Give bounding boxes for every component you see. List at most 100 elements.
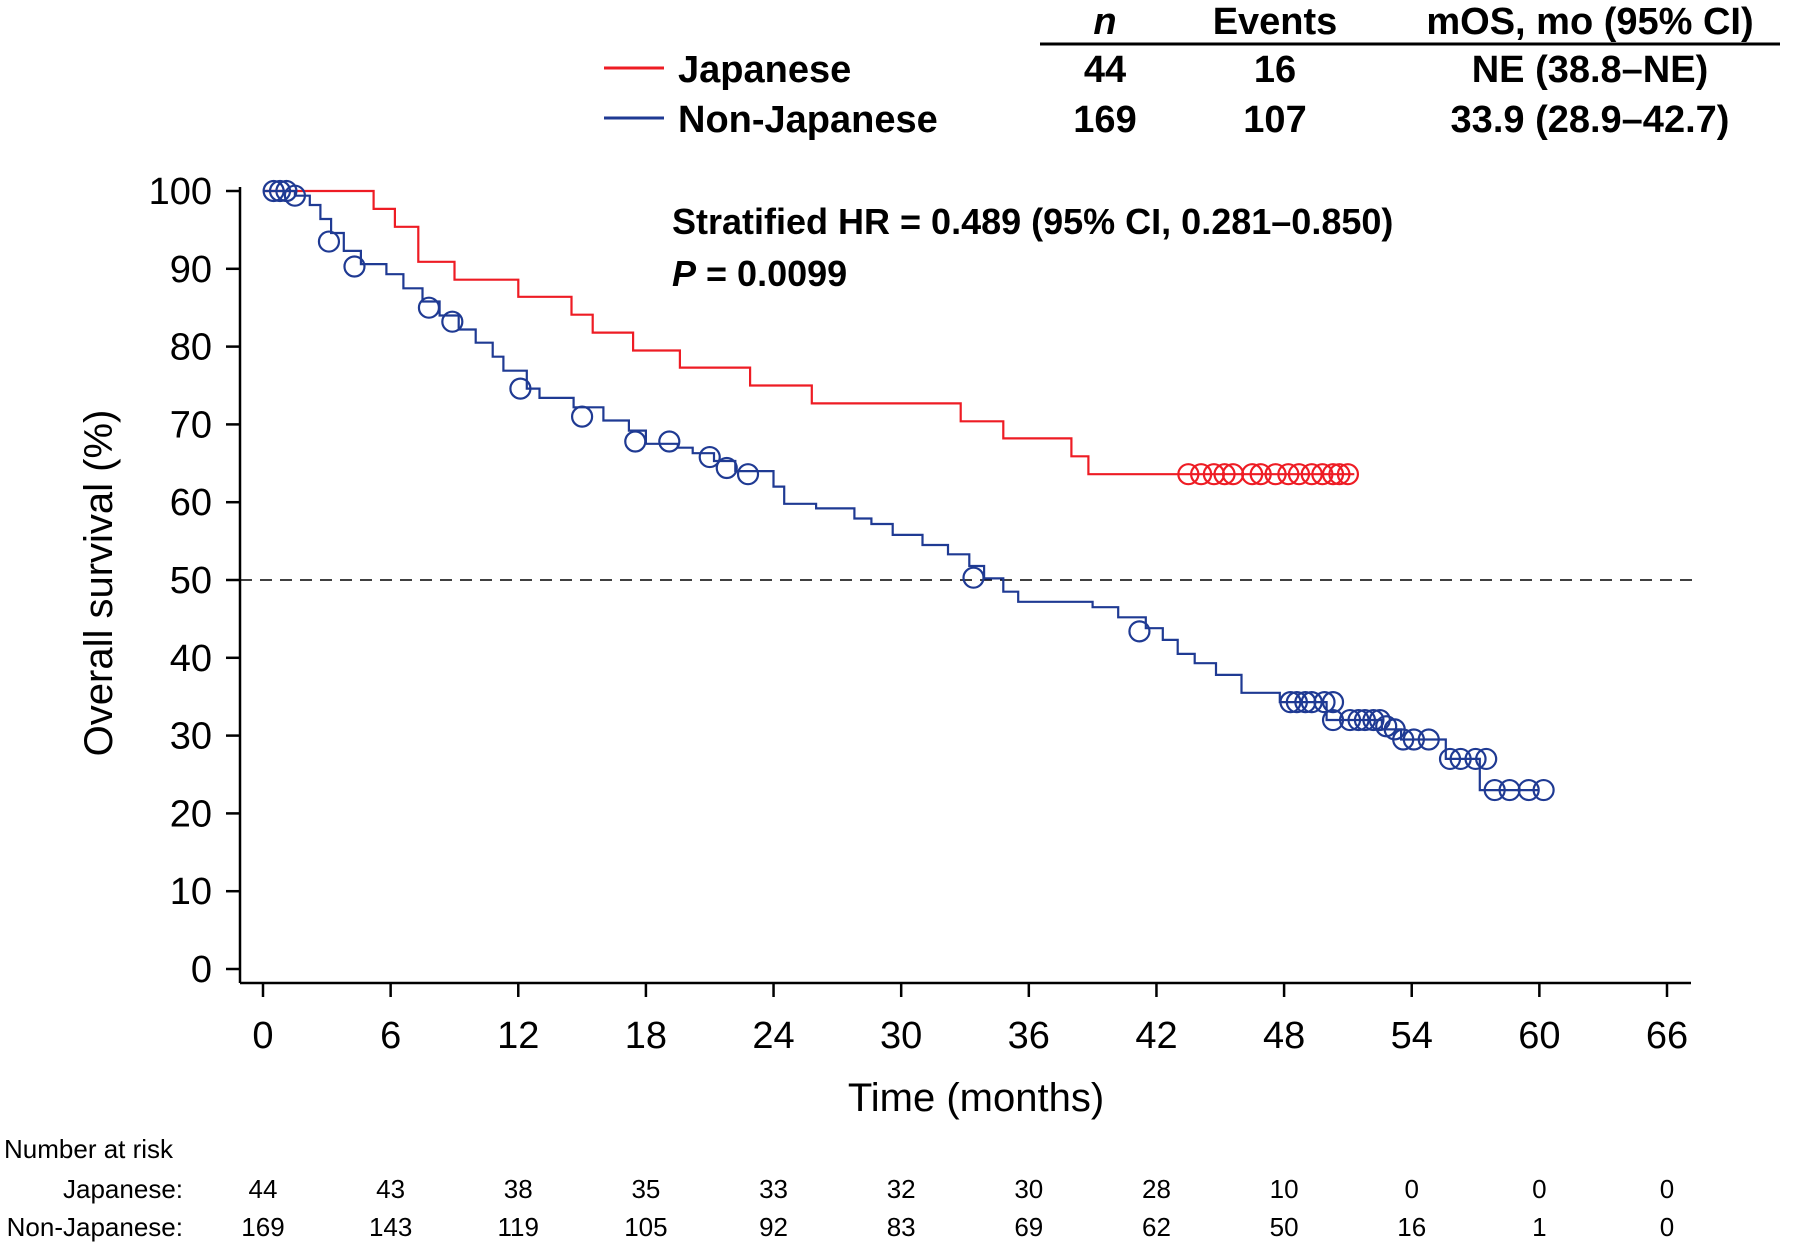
risk-row-label: Non-Japanese:	[7, 1212, 183, 1242]
censor-mark-non-japanese	[962, 566, 985, 589]
censor-mark-non-japanese	[317, 230, 341, 253]
japanese-mos: NE (38.8–NE)	[1472, 49, 1709, 91]
header-events: Events	[1213, 1, 1338, 43]
legend-label-japanese: Japanese	[678, 49, 851, 91]
risk-value: 30	[1014, 1174, 1043, 1204]
censor-mark-non-japanese	[1285, 691, 1308, 714]
x-tick-label: 36	[1008, 1015, 1050, 1057]
risk-value: 119	[498, 1212, 539, 1242]
censor-mark-japanese	[1311, 463, 1334, 486]
risk-row-label: Japanese:	[63, 1174, 183, 1204]
x-tick-label: 0	[252, 1015, 273, 1057]
x-tick-label: 66	[1646, 1015, 1688, 1057]
x-tick-label: 48	[1263, 1015, 1305, 1057]
x-tick-label: 12	[497, 1015, 539, 1057]
non-japanese-mos: 33.9 (28.9–42.7)	[1451, 99, 1730, 141]
legend-label-non-japanese: Non-Japanese	[678, 99, 938, 141]
censor-mark-non-japanese	[1517, 778, 1540, 802]
censor-mark-non-japanese	[624, 430, 647, 453]
risk-value: 69	[1014, 1212, 1043, 1242]
risk-value: 169	[241, 1212, 284, 1242]
risk-value: 33	[759, 1174, 788, 1204]
censor-mark-japanese	[1177, 463, 1200, 486]
censor-mark-non-japanese	[1300, 691, 1323, 714]
risk-value: 62	[1142, 1212, 1171, 1242]
censor-mark-japanese	[1287, 463, 1311, 486]
censor-mark-japanese	[1300, 463, 1323, 486]
risk-value: 50	[1270, 1212, 1299, 1242]
censor-mark-non-japanese	[1353, 708, 1377, 732]
censor-mark-non-japanese	[698, 445, 721, 469]
risk-value: 44	[249, 1174, 278, 1204]
x-axis-ticks: 0 6 12 18 24 30 36 42 48 54 60 66	[252, 983, 1688, 1057]
censor-mark-japanese	[1190, 463, 1213, 486]
risk-value: 35	[631, 1174, 660, 1204]
censor-mark-non-japanese	[343, 255, 366, 278]
y-axis-ticks: 0 10 20 30 40 50 60 70 80 90 100	[149, 171, 240, 991]
censor-mark-japanese	[1249, 463, 1272, 486]
x-tick-label: 24	[752, 1015, 794, 1057]
censor-mark-non-japanese	[1483, 778, 1506, 802]
censor-mark-japanese	[1336, 463, 1360, 486]
risk-value: 105	[624, 1212, 667, 1242]
censor-mark-japanese	[1328, 463, 1351, 486]
censor-mark-japanese	[1277, 463, 1300, 486]
censor-mark-non-japanese	[1321, 708, 1345, 732]
y-tick-label: 90	[170, 249, 212, 291]
censor-mark-non-japanese	[1347, 708, 1370, 732]
y-tick-label: 80	[170, 327, 212, 369]
x-tick-label: 30	[880, 1015, 922, 1057]
censor-mark-non-japanese	[1464, 747, 1487, 771]
risk-value: 1	[1532, 1212, 1546, 1242]
censor-mark-non-japanese	[1449, 747, 1472, 771]
censor-mark-non-japanese	[1402, 728, 1425, 751]
censor-mark-non-japanese	[658, 430, 681, 453]
curve-japanese	[263, 189, 1355, 476]
censor-mark-japanese	[1321, 463, 1345, 486]
x-axis-title: Time (months)	[848, 1076, 1104, 1120]
y-tick-label: 60	[170, 482, 212, 524]
risk-value: 92	[759, 1212, 788, 1242]
x-tick-label: 54	[1391, 1015, 1433, 1057]
censor-mark-non-japanese	[268, 179, 292, 203]
risk-value: 83	[887, 1212, 916, 1242]
summary-table: n Events mOS, mo (95% CI) Japanese 44 16…	[604, 1, 1780, 141]
censor-mark-non-japanese	[262, 179, 285, 203]
censor-mark-non-japanese	[736, 463, 760, 486]
censor-mark-non-japanese	[1392, 728, 1415, 751]
curve-non-japanese	[263, 189, 1540, 792]
censor-mark-non-japanese	[1417, 728, 1440, 751]
risk-value: 38	[504, 1174, 533, 1204]
risk-value: 0	[1660, 1212, 1674, 1242]
x-tick-label: 42	[1135, 1015, 1177, 1057]
hazard-ratio-text: Stratified HR = 0.489 (95% CI, 0.281–0.8…	[672, 201, 1393, 242]
censor-mark-non-japanese	[1338, 708, 1362, 732]
x-tick-label: 6	[380, 1015, 401, 1057]
japanese-events: 16	[1254, 49, 1296, 91]
censor-mark-non-japanese	[1279, 691, 1302, 714]
y-tick-label: 0	[191, 949, 212, 991]
censor-mark-japanese	[1264, 463, 1287, 486]
censor-mark-non-japanese	[509, 377, 532, 400]
non-japanese-n: 169	[1073, 99, 1136, 141]
censor-mark-non-japanese	[283, 184, 307, 207]
censor-mark-non-japanese	[1362, 708, 1385, 732]
y-tick-label: 40	[170, 638, 212, 680]
censor-mark-non-japanese	[715, 456, 738, 480]
risk-table-title: Number at risk	[4, 1134, 174, 1164]
y-tick-label: 50	[170, 560, 212, 602]
censor-mark-japanese	[1241, 463, 1264, 486]
x-tick-label: 18	[625, 1015, 667, 1057]
y-axis-title: Overall survival (%)	[77, 410, 121, 757]
survival-curves	[262, 179, 1555, 802]
p-value: = 0.0099	[696, 253, 847, 294]
y-tick-label: 100	[149, 171, 212, 213]
censor-mark-japanese	[1213, 463, 1236, 486]
risk-value: 16	[1397, 1212, 1426, 1242]
y-tick-label: 20	[170, 793, 212, 835]
y-tick-label: 10	[170, 871, 212, 913]
x-tick-label: 60	[1518, 1015, 1560, 1057]
censor-mark-non-japanese	[1321, 691, 1345, 714]
risk-value: 32	[887, 1174, 916, 1204]
